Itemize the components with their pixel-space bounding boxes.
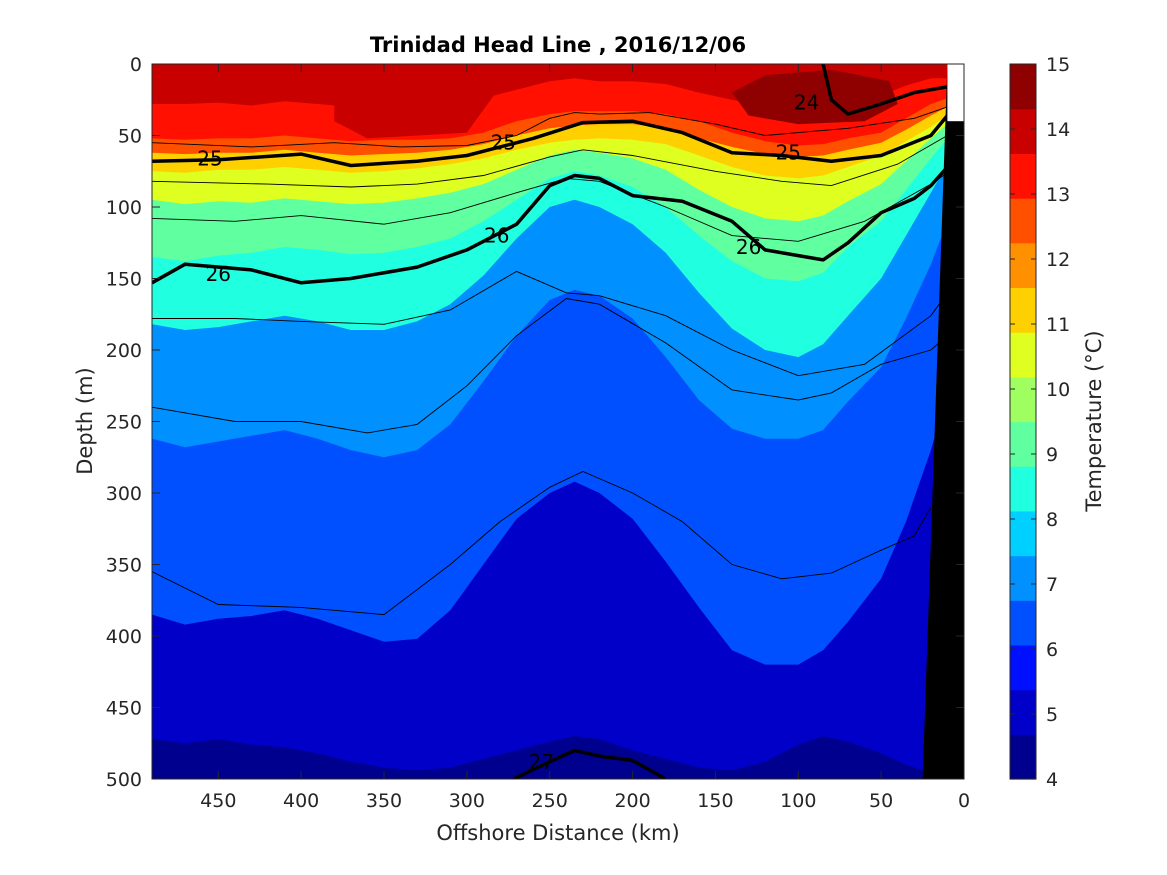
x-tick-label: 450 <box>200 790 236 812</box>
y-tick-label: 100 <box>106 197 142 219</box>
isopycnal-label-5: 26 <box>484 224 509 248</box>
y-axis-label: Depth (m) <box>73 367 97 474</box>
y-tick-label: 450 <box>106 698 142 720</box>
thin-contour-0 <box>152 106 948 148</box>
colorbar-tick-label: 7 <box>1046 574 1058 596</box>
x-axis-label: Offshore Distance (km) <box>436 821 679 845</box>
y-tick-label: 350 <box>106 555 142 577</box>
colorbar-swatch <box>1010 332 1036 378</box>
colorbar-swatch <box>1010 466 1036 512</box>
colorbar-swatch <box>1010 600 1036 646</box>
temperature-field <box>152 64 964 779</box>
colorbar-swatch <box>1010 644 1036 691</box>
colorbar-swatch <box>1010 555 1036 601</box>
y-axis: 0 50 100 150 200 250 300 350 400 450 500 <box>106 54 964 791</box>
colorbar-tick-label: 11 <box>1046 314 1070 336</box>
x-tick-label: 350 <box>366 790 402 812</box>
isopycnal-label-1: 25 <box>197 146 222 170</box>
colorbar-swatch <box>1010 153 1036 199</box>
x-tick-label: 100 <box>780 790 816 812</box>
colorbar-swatch <box>1010 734 1036 780</box>
isopycnal-label-0: 24 <box>794 91 819 115</box>
isopycnal-label-6: 26 <box>736 235 761 259</box>
colorbar-tick-label: 14 <box>1046 119 1070 141</box>
y-tick-label: 200 <box>106 340 142 362</box>
colorbar-swatch <box>1010 376 1036 423</box>
colorbar: 4 5 6 7 8 9 10 11 12 13 14 15 <box>1009 54 1070 791</box>
colorbar-swatch <box>1010 64 1036 110</box>
colorbar-swatch <box>1010 287 1036 333</box>
isopycnal-labels: 24 25 25 25 26 26 26 27 <box>197 91 819 774</box>
y-tick-label: 300 <box>106 483 142 505</box>
seafloor <box>922 64 964 779</box>
colorbar-swatch <box>1010 421 1036 467</box>
colorbar-tick-label: 5 <box>1046 704 1058 726</box>
warm-core-offshore <box>334 64 517 139</box>
isopycnal-27 <box>512 748 667 779</box>
y-tick-label: 50 <box>118 126 142 148</box>
x-tick-label: 0 <box>958 790 970 812</box>
isopycnal-label-4: 26 <box>206 262 231 286</box>
chart-title: Trinidad Head Line , 2016/12/06 <box>370 33 746 57</box>
colorbar-tick-label: 15 <box>1046 54 1070 76</box>
thin-contour-3 <box>152 270 948 377</box>
y-tick-label: 500 <box>106 769 142 791</box>
isopycnal-26 <box>152 165 949 285</box>
x-tick-label: 50 <box>869 790 893 812</box>
colorbar-swatch <box>1010 198 1036 244</box>
y-tick-label: 0 <box>130 54 142 76</box>
isopycnal-24 <box>821 64 948 116</box>
colorbar-tick-label: 13 <box>1046 184 1070 206</box>
colorbar-tick-label: 12 <box>1046 249 1070 271</box>
seafloor-wedge <box>922 64 964 779</box>
isopycnal-label-2: 25 <box>491 131 516 155</box>
colorbar-tick-label: 9 <box>1046 444 1058 466</box>
y-tick-label: 400 <box>106 626 142 648</box>
x-axis: 450 400 350 300 250 200 150 100 50 0 <box>200 64 970 812</box>
thin-contour-1 <box>152 135 948 188</box>
isopycnal-label-3: 25 <box>776 141 801 165</box>
x-tick-label: 300 <box>449 790 485 812</box>
isopycnal-label-7: 27 <box>529 750 554 774</box>
thin-contour-2 <box>152 172 948 242</box>
colorbar-tick-label: 6 <box>1046 639 1058 661</box>
labeled-isopycnals <box>152 64 949 779</box>
colorbar-tick-label: 10 <box>1046 379 1070 401</box>
colorbar-swatch <box>1010 242 1036 289</box>
nodata-strip <box>947 64 964 122</box>
thin-isopycnals <box>152 106 948 616</box>
y-tick-label: 250 <box>106 412 142 434</box>
colorbar-frame <box>1009 63 1037 780</box>
colorbar-tick-label: 8 <box>1046 509 1058 531</box>
x-tick-label: 150 <box>697 790 733 812</box>
x-tick-label: 250 <box>532 790 568 812</box>
colorbar-swatch <box>1010 108 1036 154</box>
x-tick-label: 200 <box>614 790 650 812</box>
y-tick-label: 150 <box>106 269 142 291</box>
colorbar-tick-label: 4 <box>1046 769 1058 791</box>
colorbar-label: Temperature (°C) <box>1082 330 1106 512</box>
isopycnal-25 <box>152 114 949 168</box>
thin-contour-5 <box>152 471 932 616</box>
colorbar-swatch <box>1010 689 1036 735</box>
colorbar-swatch <box>1010 510 1036 557</box>
thin-contour-4 <box>152 298 948 434</box>
x-tick-label: 400 <box>283 790 319 812</box>
